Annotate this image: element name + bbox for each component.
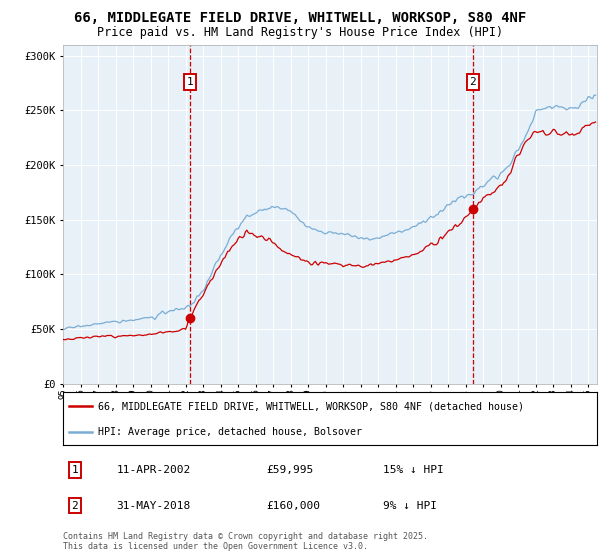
Text: 9% ↓ HPI: 9% ↓ HPI — [383, 501, 437, 511]
Text: 1: 1 — [71, 465, 78, 475]
Text: 66, MIDDLEGATE FIELD DRIVE, WHITWELL, WORKSOP, S80 4NF (detached house): 66, MIDDLEGATE FIELD DRIVE, WHITWELL, WO… — [98, 402, 524, 412]
Text: £59,995: £59,995 — [266, 465, 313, 475]
Text: 11-APR-2002: 11-APR-2002 — [116, 465, 191, 475]
Text: 15% ↓ HPI: 15% ↓ HPI — [383, 465, 444, 475]
Text: HPI: Average price, detached house, Bolsover: HPI: Average price, detached house, Bols… — [98, 427, 362, 437]
Text: £160,000: £160,000 — [266, 501, 320, 511]
Text: 2: 2 — [71, 501, 78, 511]
Text: 66, MIDDLEGATE FIELD DRIVE, WHITWELL, WORKSOP, S80 4NF: 66, MIDDLEGATE FIELD DRIVE, WHITWELL, WO… — [74, 11, 526, 25]
Text: 2: 2 — [469, 77, 476, 87]
Text: 31-MAY-2018: 31-MAY-2018 — [116, 501, 191, 511]
Text: Price paid vs. HM Land Registry's House Price Index (HPI): Price paid vs. HM Land Registry's House … — [97, 26, 503, 39]
Text: Contains HM Land Registry data © Crown copyright and database right 2025.
This d: Contains HM Land Registry data © Crown c… — [63, 532, 428, 552]
Text: 1: 1 — [187, 77, 194, 87]
